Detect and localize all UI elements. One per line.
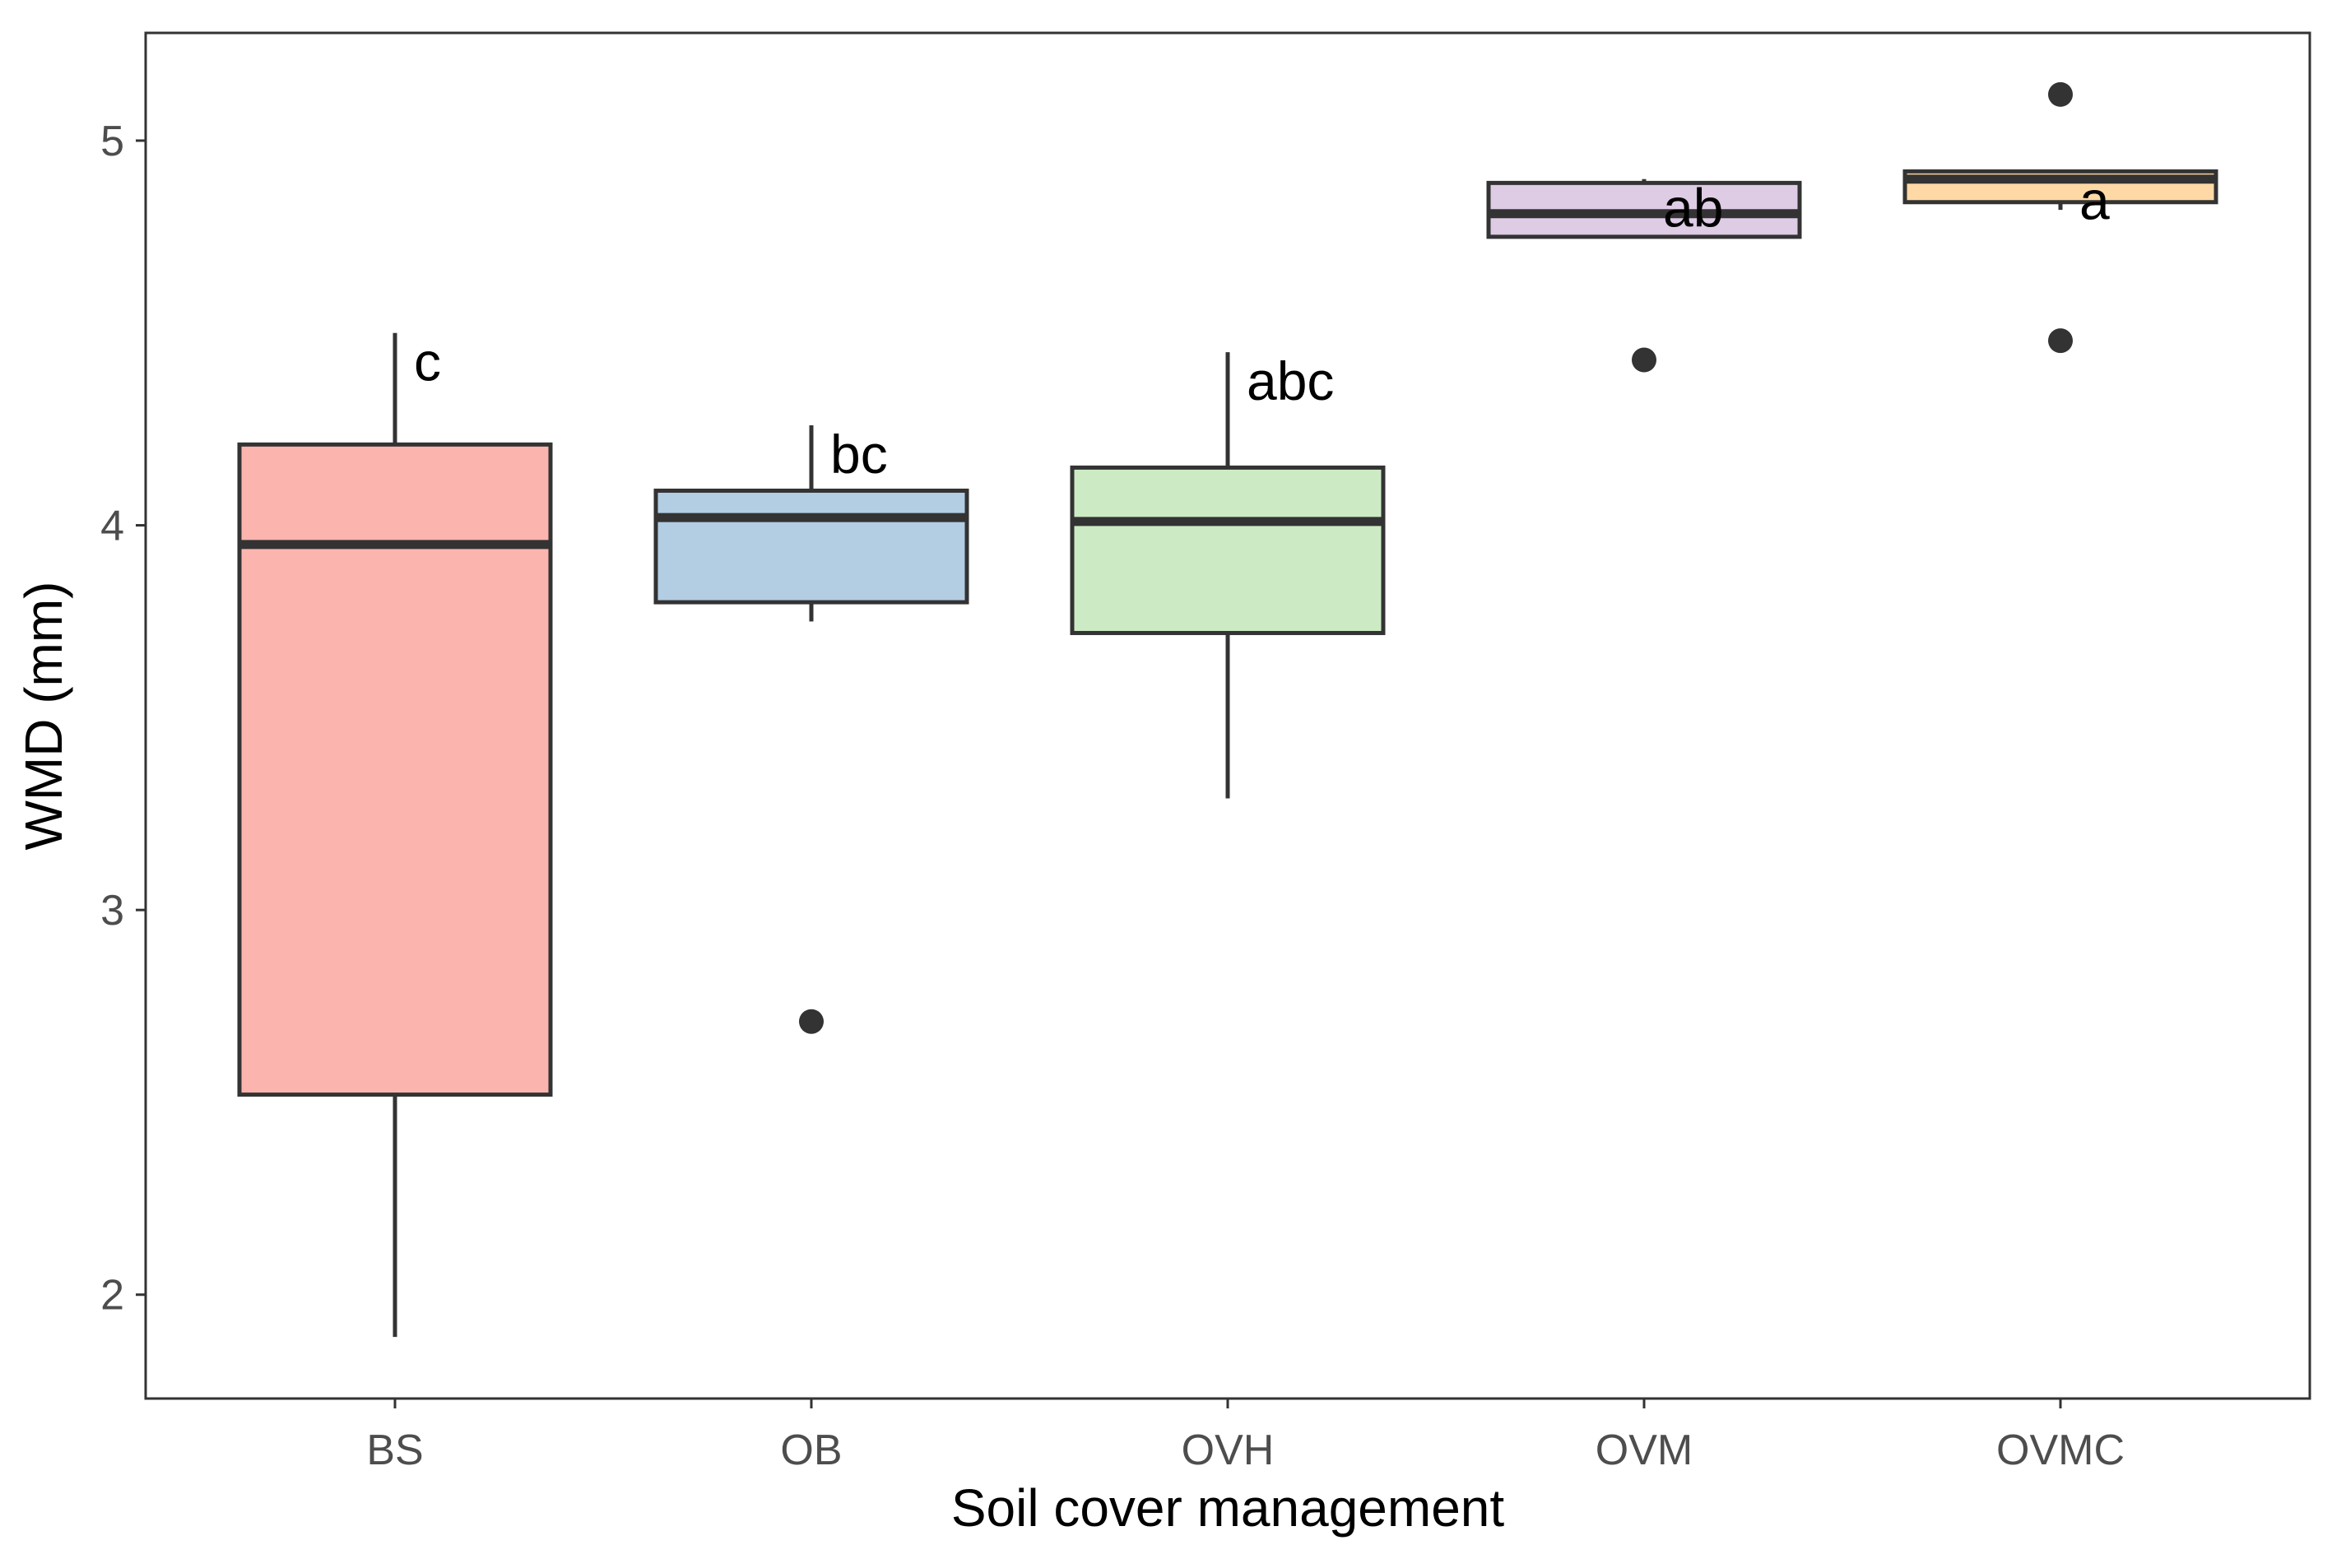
- box-group-ovm: ab: [1486, 178, 1802, 373]
- boxes-layer: c bc abc ab a: [237, 81, 2218, 1338]
- outlier-ob-1: [799, 1009, 824, 1034]
- box-bs: [237, 442, 553, 1097]
- y-tick-label-5: 5: [100, 118, 124, 165]
- y-axis-title: WMD (mm): [14, 582, 73, 851]
- box-group-bs: c: [237, 332, 553, 1338]
- y-tick-label-3: 3: [100, 887, 124, 935]
- y-axis: 2 3 4 5: [100, 118, 146, 1320]
- significance-letter-ovh: abc: [1247, 350, 1334, 411]
- box-group-ovh: abc: [1070, 350, 1386, 799]
- significance-letter-bs: c: [414, 332, 441, 392]
- y-tick-label-4: 4: [100, 503, 124, 550]
- box-ovh: [1070, 465, 1386, 635]
- outlier-ovm-1: [1632, 347, 1656, 373]
- box-ob: [653, 488, 969, 605]
- x-axis: BS OB OVH OVM OVMC: [366, 1399, 2125, 1474]
- x-tick-label-ovmc: OVMC: [1996, 1427, 2125, 1474]
- box-group-ovmc: a: [1902, 81, 2218, 354]
- x-tick-label-ovm: OVM: [1596, 1427, 1693, 1474]
- outlier-ovmc-2: [2048, 328, 2073, 354]
- y-tick-label-2: 2: [100, 1272, 124, 1320]
- box-group-ob: bc: [653, 424, 969, 1034]
- x-axis-title: Soil cover management: [951, 1478, 1505, 1538]
- x-tick-label-bs: BS: [366, 1427, 423, 1474]
- x-tick-label-ob: OB: [780, 1427, 842, 1474]
- significance-letter-ovmc: a: [2079, 169, 2110, 230]
- significance-letter-ovm: ab: [1663, 178, 1723, 239]
- x-tick-label-ovh: OVH: [1182, 1427, 1275, 1474]
- outlier-ovmc-1: [2048, 81, 2073, 107]
- significance-letter-ob: bc: [830, 424, 888, 485]
